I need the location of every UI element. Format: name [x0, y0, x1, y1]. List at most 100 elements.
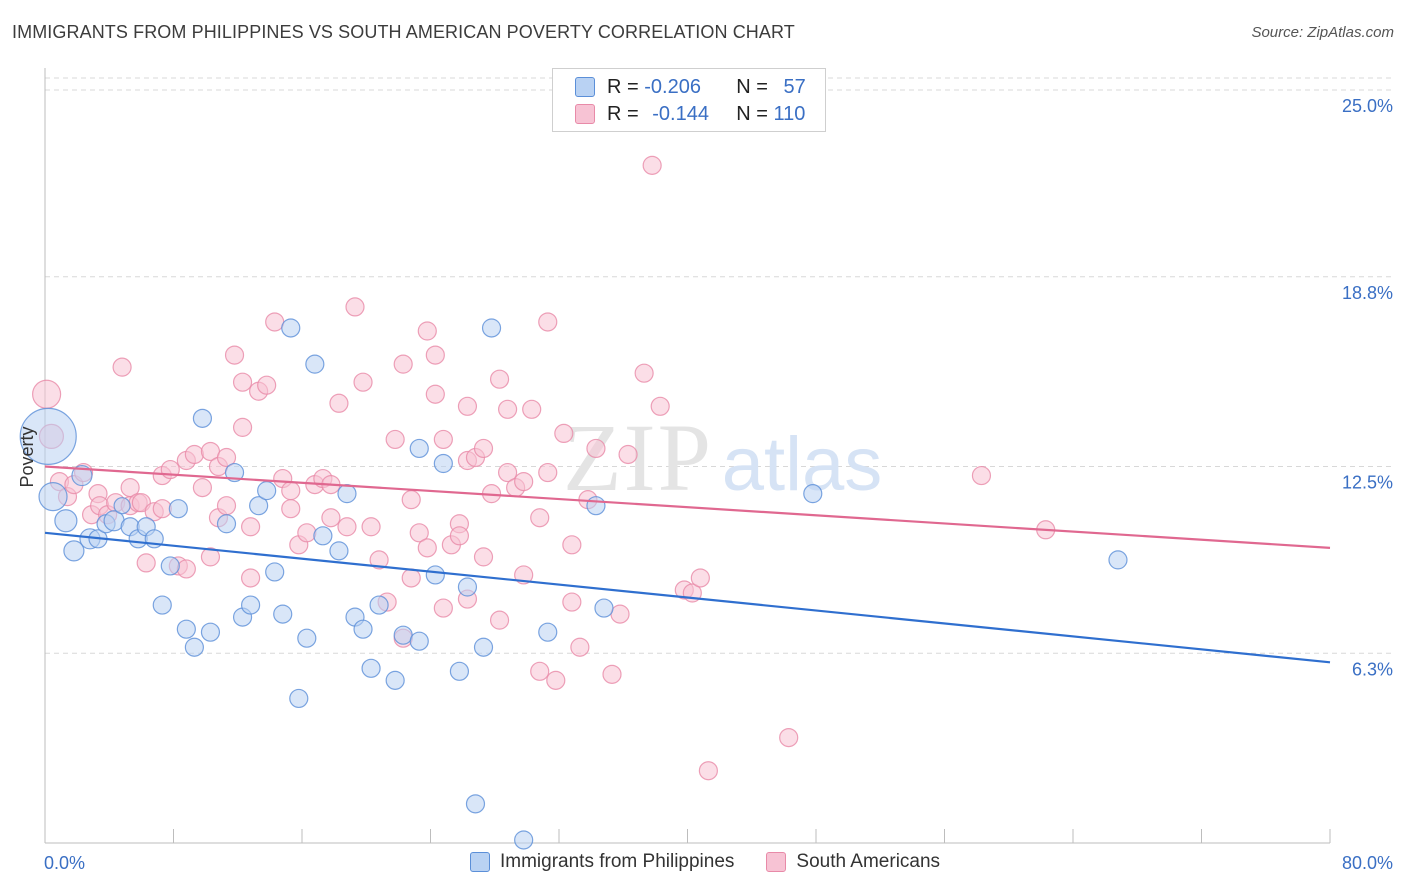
south-americans-point — [241, 517, 261, 537]
south-americans-point — [546, 670, 566, 690]
south-americans-point — [473, 547, 494, 567]
philippines-point — [361, 658, 381, 678]
south-americans-point — [618, 444, 638, 465]
legend-r-label: R = — [607, 75, 645, 98]
philippines-point — [152, 595, 172, 615]
south-americans-point — [192, 478, 213, 498]
south-americans-point — [417, 538, 437, 558]
philippines-point — [281, 318, 301, 338]
south-americans-point — [32, 379, 62, 409]
south-americans-point — [337, 517, 357, 537]
philippines-point — [200, 622, 221, 642]
philippines-point — [305, 354, 325, 374]
south-americans-point — [449, 526, 470, 546]
south-americans-point — [538, 312, 558, 332]
philippines-point — [385, 670, 405, 690]
y-tick-label: 12.5% — [1342, 473, 1393, 493]
chart-title: IMMIGRANTS FROM PHILIPPINES VS SOUTH AME… — [12, 22, 795, 42]
philippines-point — [329, 541, 349, 561]
south-americans-point — [570, 637, 590, 657]
series-swatch-pink — [766, 852, 787, 872]
south-americans-point — [385, 429, 405, 450]
philippines-point — [297, 628, 317, 648]
philippines-point — [273, 604, 293, 624]
series-label-south-americans: South Americans — [796, 851, 941, 872]
south-americans-point — [562, 535, 582, 555]
trend-lines — [44, 465, 1331, 664]
philippines-point — [249, 496, 269, 516]
south-americans-point — [586, 438, 606, 459]
philippines-point — [353, 619, 373, 639]
south-americans-point — [433, 598, 453, 618]
philippines-point — [257, 481, 277, 501]
south-americans-point — [562, 592, 582, 612]
y-tick-label: 6.3% — [1352, 659, 1393, 679]
philippines-point — [63, 540, 85, 562]
south-americans-point — [538, 462, 558, 483]
south-americans-point — [297, 523, 317, 543]
philippines-point — [369, 595, 389, 615]
south-americans-point — [457, 396, 478, 416]
south-americans-point — [530, 508, 550, 528]
south-americans-point — [642, 155, 662, 175]
philippines-point — [473, 637, 494, 657]
philippines-point — [409, 438, 429, 459]
south-americans-point — [489, 369, 510, 389]
philippines-point — [514, 830, 534, 850]
south-americans-point — [634, 363, 654, 383]
philippines-point — [586, 496, 606, 516]
gridlines — [45, 77, 1392, 654]
philippines-point — [241, 595, 261, 615]
philippines-point — [313, 526, 333, 546]
philippines-point — [594, 598, 614, 618]
philippines-trend-line — [44, 531, 1331, 664]
philippines-point — [71, 464, 93, 487]
philippines-point — [113, 497, 131, 515]
south-americans-point — [530, 661, 550, 681]
legend-n-value: 57 — [783, 75, 806, 98]
south-americans-point — [698, 761, 718, 781]
legend-r-label: R = — [607, 102, 645, 125]
south-americans-point — [409, 523, 429, 543]
philippines-point — [265, 562, 285, 582]
philippines-point — [481, 318, 502, 338]
philippines-point — [433, 453, 453, 474]
philippines-point — [160, 556, 180, 576]
tick-labels: 6.3% 12.5% 18.8% 25.0% 0.0% 80.0% Poverty — [17, 96, 1393, 873]
legend-r-value: -0.206 — [644, 75, 701, 98]
south-americans-point — [120, 478, 140, 498]
legend-r-value: -0.144 — [652, 102, 709, 125]
legend-row-philippines: R = -0.206 N = 57 — [575, 75, 806, 99]
legend-swatch-blue — [575, 77, 595, 97]
philippines-point — [449, 661, 470, 681]
south-americans-point — [345, 297, 365, 317]
south-americans-point — [200, 547, 221, 567]
south-americans-point — [216, 447, 237, 468]
south-americans-point — [610, 604, 630, 624]
south-americans-point — [425, 384, 445, 404]
south-americans-point — [216, 496, 237, 516]
philippines-point — [184, 637, 204, 657]
philippines-point — [19, 407, 77, 466]
series-legend-item-philippines: Immigrants from Philippines — [470, 851, 734, 873]
legend-n-value: 110 — [773, 102, 806, 125]
south-americans-point — [779, 727, 799, 748]
y-axis-title: Poverty — [17, 426, 37, 487]
philippines-point — [1108, 550, 1128, 570]
philippines-point — [457, 577, 478, 597]
south-americans-point — [361, 517, 381, 537]
legend-row-south-americans: R = -0.144 N = 110 — [575, 102, 805, 126]
south-americans-point — [265, 312, 285, 332]
philippines-point — [224, 462, 245, 483]
south-americans-point — [281, 499, 301, 519]
south-americans-point — [498, 399, 518, 419]
data-points — [19, 155, 1128, 850]
philippines-point — [803, 484, 823, 504]
philippines-point — [176, 619, 196, 639]
south-americans-point — [489, 610, 510, 630]
south-americans-point — [433, 429, 453, 450]
philippines-point — [337, 484, 357, 504]
philippines-point — [409, 631, 429, 651]
south-americans-point — [602, 664, 622, 684]
south-americans-point — [514, 565, 534, 585]
